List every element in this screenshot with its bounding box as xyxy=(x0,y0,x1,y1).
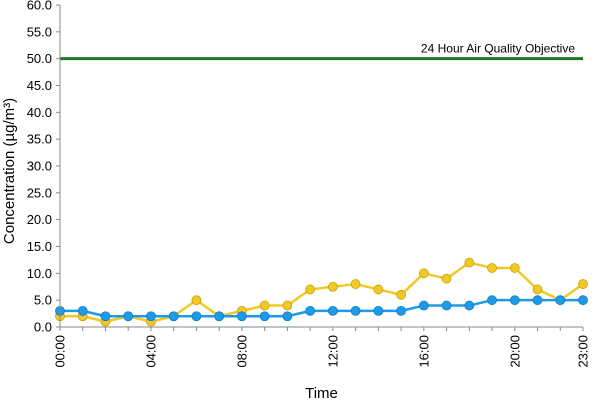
y-tick-label: 50.0 xyxy=(27,51,52,66)
y-tick-label: 55.0 xyxy=(27,24,52,39)
x-tick-label: 16:00 xyxy=(416,335,431,368)
data-point xyxy=(282,300,293,311)
data-point xyxy=(146,311,156,322)
data-point xyxy=(237,311,247,322)
y-tick-label: 0.0 xyxy=(34,320,52,335)
data-point xyxy=(282,311,293,322)
data-point xyxy=(487,263,497,273)
data-point xyxy=(305,305,316,316)
data-point xyxy=(441,300,452,311)
y-tick-label: 60.0 xyxy=(27,0,52,13)
data-point xyxy=(464,300,475,311)
data-point xyxy=(555,295,566,306)
series-line xyxy=(60,261,584,323)
y-tick-label: 20.0 xyxy=(27,212,52,227)
y-tick-label: 40.0 xyxy=(27,105,52,120)
data-point xyxy=(532,295,543,306)
x-tick-label: 12:00 xyxy=(325,335,340,368)
data-point xyxy=(191,311,202,322)
data-point xyxy=(214,311,225,322)
data-point xyxy=(418,268,429,279)
data-point xyxy=(509,295,520,306)
data-point xyxy=(168,311,179,322)
series-line xyxy=(60,298,583,318)
air-quality-objective-label: 24 Hour Air Quality Objective xyxy=(421,42,575,56)
data-point xyxy=(100,311,111,322)
data-point xyxy=(418,300,429,311)
data-point xyxy=(532,284,543,295)
y-axis-title: Concentration (µg/m³) xyxy=(1,98,18,244)
data-point xyxy=(77,305,88,316)
x-tick-label: 08:00 xyxy=(234,335,249,368)
y-tick-label: 30.0 xyxy=(27,159,52,174)
data-point xyxy=(373,284,384,295)
data-point xyxy=(441,273,452,284)
data-point xyxy=(509,263,520,273)
data-point xyxy=(578,279,588,289)
series-1 xyxy=(55,295,588,322)
data-point xyxy=(350,305,361,316)
x-tick-label: 00:00 xyxy=(53,335,68,368)
data-point xyxy=(259,300,270,311)
series-group xyxy=(55,257,588,327)
data-point xyxy=(578,295,588,306)
y-tick-label: 35.0 xyxy=(27,132,52,147)
x-axis-ticks: 00:00 04:00 08:00 12:00 16:00 20:00 23:00 xyxy=(53,327,591,368)
data-point xyxy=(396,305,406,316)
x-tick-label: 04:00 xyxy=(143,335,158,368)
x-tick-label: 20:00 xyxy=(507,335,522,368)
y-tick-label: 25.0 xyxy=(27,185,52,200)
y-tick-label: 15.0 xyxy=(27,239,52,254)
data-point xyxy=(191,295,202,306)
data-point xyxy=(305,284,316,295)
reference-line-group: 24 Hour Air Quality Objective xyxy=(60,42,583,61)
data-point xyxy=(350,279,361,289)
x-tick-label: 23:00 xyxy=(576,335,591,368)
y-tick-label: 5.0 xyxy=(34,293,52,308)
data-point xyxy=(396,289,406,300)
data-point xyxy=(487,295,497,306)
y-tick-label: 45.0 xyxy=(27,78,52,93)
x-axis-title: Time xyxy=(305,385,338,400)
data-point xyxy=(327,305,338,316)
data-point xyxy=(373,305,384,316)
data-point xyxy=(464,257,475,268)
y-tick-label: 10.0 xyxy=(27,266,52,281)
data-point xyxy=(327,281,338,292)
data-point xyxy=(259,311,270,322)
y-axis-ticks: 0.0 5.0 10.0 15.0 20.0 25.0 30.0 35.0 40.0 45.0 50… xyxy=(27,0,60,335)
data-point xyxy=(123,311,134,322)
